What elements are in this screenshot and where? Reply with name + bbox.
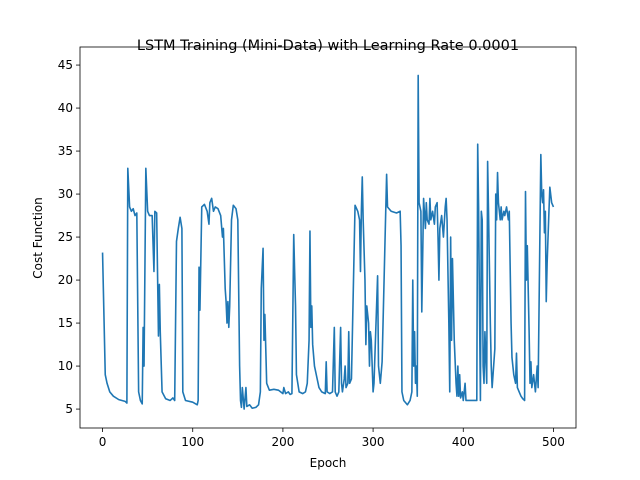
x-tick-label: 100 bbox=[181, 435, 204, 449]
y-tick-label: 40 bbox=[58, 101, 73, 115]
plot-frame bbox=[79, 46, 577, 429]
y-tick-label: 15 bbox=[58, 316, 73, 330]
chart-title: LSTM Training (Mini-Data) with Learning … bbox=[137, 38, 519, 54]
y-tick-label: 30 bbox=[58, 187, 73, 201]
y-tick-label: 25 bbox=[58, 230, 73, 244]
y-tick-label: 5 bbox=[65, 402, 73, 416]
y-tick-label: 45 bbox=[58, 58, 73, 72]
x-tick-label: 300 bbox=[362, 435, 385, 449]
y-tick-label: 10 bbox=[58, 359, 73, 373]
x-tick-label: 200 bbox=[271, 435, 294, 449]
x-tick-label: 400 bbox=[452, 435, 475, 449]
y-tick-label: 20 bbox=[58, 273, 73, 287]
y-axis-label: Cost Function bbox=[31, 197, 45, 279]
x-tick-label: 0 bbox=[99, 435, 107, 449]
x-axis-label: Epoch bbox=[310, 456, 347, 470]
x-tick-label: 500 bbox=[542, 435, 565, 449]
cost-line bbox=[101, 74, 555, 410]
y-tick-label: 35 bbox=[58, 144, 73, 158]
